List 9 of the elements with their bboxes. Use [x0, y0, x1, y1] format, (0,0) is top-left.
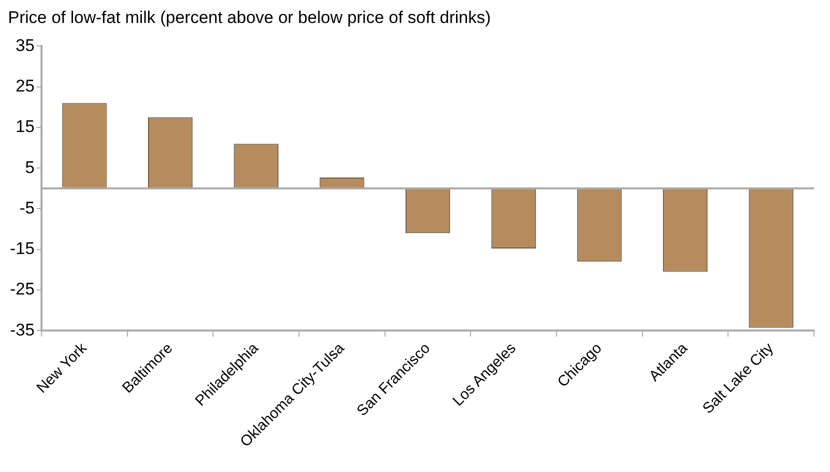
chart-title: Price of low-fat milk (percent above or below price of soft drinks) — [8, 8, 492, 28]
y-tick-label: 15 — [16, 117, 35, 136]
y-tick-label: -35 — [10, 320, 35, 340]
y-tick-label: -15 — [10, 239, 35, 258]
y-tick-label: -5 — [19, 198, 35, 218]
y-tick-label: -25 — [10, 280, 35, 299]
y-tick-label: 35 — [16, 36, 35, 55]
y-tick-label: 25 — [16, 76, 35, 96]
y-tick-label: 5 — [25, 158, 35, 177]
